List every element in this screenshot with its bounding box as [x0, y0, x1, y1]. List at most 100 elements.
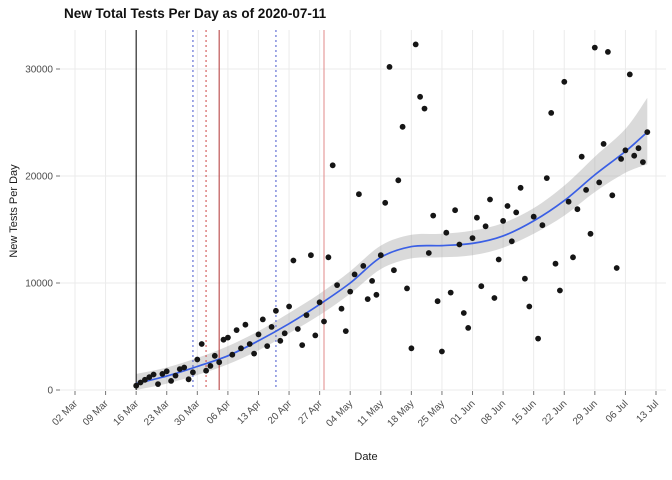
data-point: [268, 324, 275, 330]
data-point: [360, 263, 367, 269]
data-point: [251, 350, 257, 357]
x-tick-label: 13 Jul: [634, 398, 661, 425]
y-tick-label: 0: [47, 386, 53, 397]
data-point: [303, 312, 310, 318]
data-point: [417, 93, 423, 100]
x-tick-label: 22 Jun: [540, 398, 569, 427]
x-tick-label: 04 May: [324, 398, 355, 429]
data-point: [242, 321, 249, 328]
data-point: [517, 184, 524, 191]
data-point: [329, 162, 336, 169]
data-point: [412, 41, 419, 48]
axes: 0 10000 20000 30000 02 Mar 09 Mar 16 Mar 23 Mar…: [25, 65, 661, 430]
data-point: [618, 156, 624, 162]
data-point: [299, 342, 306, 348]
data-point: [225, 334, 231, 341]
y-tick-label: 10000: [25, 279, 53, 290]
trend-line: [135, 131, 648, 385]
data-point: [469, 235, 476, 242]
data-point: [474, 214, 480, 221]
data-point: [338, 305, 345, 312]
y-tick-label: 30000: [25, 65, 53, 76]
data-point: [591, 44, 598, 51]
data-point: [626, 71, 633, 78]
data-point: [194, 356, 201, 363]
data-point: [203, 367, 210, 374]
data-point: [587, 230, 594, 237]
data-point: [561, 78, 568, 85]
data-point: [543, 175, 550, 182]
data-point: [294, 326, 301, 332]
data-point: [425, 250, 432, 256]
data-point: [176, 366, 183, 372]
data-point: [391, 267, 397, 274]
data-point: [395, 177, 402, 184]
data-point: [150, 371, 157, 378]
data-point: [155, 381, 161, 387]
data-point: [399, 123, 406, 130]
data-point: [530, 213, 537, 220]
data-point: [181, 364, 188, 371]
data-point: [351, 271, 358, 278]
data-point: [286, 303, 292, 310]
x-tick-label: 13 Apr: [235, 398, 264, 427]
data-point: [552, 260, 559, 267]
data-point: [159, 371, 166, 377]
data-point: [168, 378, 175, 384]
x-tick-label: 02 Mar: [50, 398, 80, 428]
x-tick-label: 29 Jun: [571, 398, 600, 427]
data-point: [277, 337, 284, 344]
data-point: [548, 110, 555, 116]
data-point: [465, 325, 472, 331]
data-point: [583, 187, 589, 193]
data-point: [290, 257, 297, 264]
x-tick-label: 01 Jun: [449, 398, 478, 427]
data-point: [456, 241, 463, 248]
data-point: [640, 159, 646, 166]
data-point: [408, 345, 415, 352]
data-point: [609, 192, 616, 199]
data-point: [321, 318, 327, 325]
data-point: [246, 341, 253, 347]
data-point: [522, 275, 528, 282]
data-point: [369, 278, 375, 284]
data-point: [198, 341, 205, 347]
data-point: [386, 64, 393, 70]
data-point: [596, 179, 603, 186]
confidence-band: [136, 97, 648, 391]
x-tick-label: 20 Apr: [266, 398, 295, 427]
y-tick-label: 20000: [25, 172, 53, 183]
data-point: [508, 238, 515, 245]
data-point: [133, 382, 140, 389]
data-point: [273, 307, 279, 314]
data-point: [535, 335, 541, 342]
data-point: [622, 147, 629, 154]
x-tick-label: 16 Mar: [111, 398, 141, 428]
x-tick-label: 09 Mar: [81, 398, 111, 428]
data-point: [631, 152, 638, 159]
data-point: [539, 222, 546, 229]
data-point: [308, 252, 314, 259]
x-tick-label: 30 Mar: [173, 398, 203, 428]
data-point: [447, 289, 454, 296]
data-point: [526, 303, 533, 310]
data-point: [574, 206, 581, 213]
x-tick-label: 27 Apr: [297, 398, 326, 427]
data-point: [233, 327, 240, 333]
data-point: [163, 368, 170, 375]
data-point: [229, 351, 236, 358]
data-point: [382, 199, 389, 206]
data-point: [452, 207, 458, 214]
y-axis-label: New Tests Per Day: [8, 164, 20, 258]
data-point: [644, 129, 651, 136]
reference-lines: [135, 30, 325, 390]
data-point: [190, 369, 196, 376]
scatter-points: [133, 41, 651, 389]
x-tick-label: 15 Jun: [510, 398, 539, 427]
x-tick-label: 18 May: [386, 398, 417, 429]
x-axis-label: Date: [354, 451, 378, 463]
gridlines: [60, 30, 666, 391]
data-point: [600, 141, 607, 147]
x-tick-label: 08 Jun: [479, 398, 508, 427]
